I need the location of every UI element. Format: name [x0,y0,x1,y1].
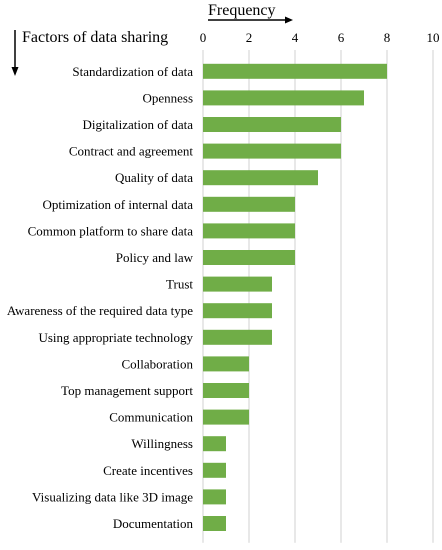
category-label: Standardization of data [72,64,193,79]
y-axis-title: Factors of data sharing [22,29,168,46]
bar [203,436,226,452]
category-label: Quality of data [115,170,193,185]
category-label: Top management support [61,383,193,398]
bar [203,90,364,106]
bar [203,276,272,292]
bar [203,170,318,186]
bar [203,63,387,79]
category-label: Communication [109,410,193,425]
bar [203,223,295,239]
category-label: Create incentives [103,463,193,478]
x-tick-label: 10 [427,30,440,45]
bar [203,356,249,372]
bar [203,117,341,132]
category-label: Contract and agreement [69,144,194,159]
category-label: Using appropriate technology [38,330,193,345]
x-axis-title: Frequency [208,2,276,19]
x-tick-label: 6 [338,30,345,45]
category-label: Trust [166,277,193,292]
bar [203,489,226,505]
category-label: Collaboration [122,356,194,371]
x-tick-label: 8 [384,30,391,45]
x-tick-label: 0 [200,30,207,45]
bar [203,516,226,531]
bar [203,383,249,398]
category-label: Optimization of internal data [42,197,193,212]
x-tick-labels: 0 2 4 6 8 10 [200,30,440,45]
bar [203,303,272,319]
category-label: Awareness of the required data type [7,303,193,318]
bars [203,63,387,531]
category-labels: Standardization of data Openness Digitaliz… [7,64,194,531]
category-label: Policy and law [116,250,194,265]
grid-lines [202,50,434,543]
category-label: Common platform to share data [28,223,194,238]
bar [203,329,272,345]
category-label: Willingness [131,436,193,451]
x-tick-label: 4 [292,30,299,45]
category-label: Openness [142,90,193,105]
category-label: Documentation [113,516,194,531]
x-axis-arrow [208,16,293,24]
category-label: Digitalization of data [83,117,194,132]
x-tick-label: 2 [246,30,253,45]
bar [203,250,295,265]
bar [203,409,249,425]
category-label: Visualizing data like 3D image [32,489,193,504]
y-axis-arrow [11,30,19,76]
bar [203,462,226,478]
bar [203,196,295,212]
bar [203,143,341,159]
